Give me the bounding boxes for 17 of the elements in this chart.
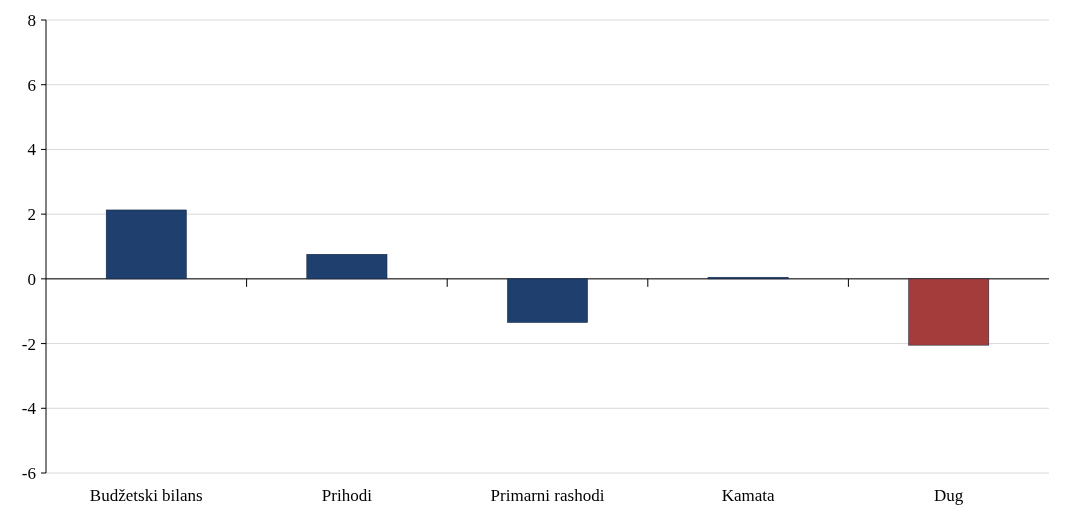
- y-tick-label: -4: [21, 399, 37, 419]
- y-tick-label: 4: [27, 140, 37, 160]
- bar: [908, 278, 990, 346]
- bar: [105, 209, 187, 280]
- y-tick-label: 6: [27, 75, 36, 95]
- x-tick-label: Kamata: [721, 486, 775, 505]
- x-tick-label: Primarni rashodi: [490, 486, 605, 505]
- bar: [507, 278, 588, 323]
- bar: [306, 254, 388, 280]
- x-tick-label: Budžetski bilans: [89, 486, 203, 505]
- y-tick-label: -6: [21, 463, 36, 483]
- x-tick-label: Prihodi: [321, 486, 373, 505]
- y-tick-label: 0: [27, 269, 36, 289]
- y-tick-label: -2: [21, 334, 36, 354]
- x-tick-label: Dug: [934, 486, 964, 505]
- y-tick-label: 8: [27, 10, 36, 30]
- y-tick-label: 2: [27, 205, 36, 225]
